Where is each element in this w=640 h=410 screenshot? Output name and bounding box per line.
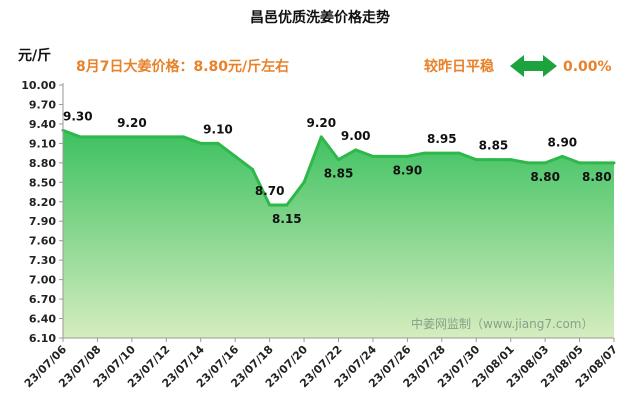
data-point (337, 158, 340, 162)
data-point (457, 151, 461, 155)
data-label: 8.80 (582, 170, 612, 184)
data-point (423, 151, 427, 155)
y-tick-label: 6.40 (29, 313, 56, 326)
data-point (147, 135, 151, 139)
data-point (578, 161, 582, 165)
y-tick-label: 7.00 (29, 274, 56, 287)
y-tick-label: 6.10 (29, 332, 56, 345)
data-label: 8.85 (324, 167, 354, 181)
data-label: 8.15 (272, 212, 302, 226)
data-point (302, 180, 306, 184)
data-point (285, 203, 289, 207)
plot-area: 10.00 9.70 9.40 9.10 8.80 8.50 8.20 7.90 7.60 7.3… (21, 79, 620, 390)
y-tick-label: 7.60 (29, 235, 56, 248)
data-point (371, 154, 375, 158)
data-point (113, 135, 117, 139)
y-tick-label: 8.80 (29, 157, 56, 170)
data-label: 9.00 (341, 129, 371, 143)
data-label: 8.90 (393, 163, 423, 177)
data-point (612, 161, 616, 165)
data-label: 8.80 (530, 170, 560, 184)
data-point (199, 141, 203, 145)
data-label: 9.10 (203, 122, 233, 136)
y-tick-label: 9.40 (29, 118, 56, 131)
data-point (491, 158, 495, 162)
y-tick-label: 9.70 (29, 98, 56, 111)
price-note: 8月7日大姜价格：8.80元/斤左右 (76, 58, 289, 75)
data-point (526, 161, 530, 165)
data-point (95, 135, 99, 139)
data-point (595, 161, 599, 165)
data-label: 9.30 (63, 109, 93, 123)
data-point (250, 167, 254, 171)
compare-label: 较昨日平稳 (424, 58, 494, 75)
area-fill (63, 130, 614, 338)
data-point (130, 135, 134, 139)
data-point (268, 203, 272, 207)
data-point (440, 151, 444, 155)
data-point (405, 154, 409, 158)
data-label: 8.70 (255, 184, 285, 198)
data-point (509, 158, 513, 162)
y-tick-label: 7.90 (29, 215, 56, 228)
data-point (164, 135, 168, 139)
steady-arrow-icon (510, 55, 557, 77)
data-point (182, 135, 186, 139)
data-point (474, 158, 478, 162)
y-axis-unit: 元/斤 (18, 47, 51, 64)
data-point (354, 148, 358, 152)
data-label: 9.20 (117, 116, 147, 130)
data-point (233, 154, 237, 158)
data-label: 8.85 (479, 139, 509, 153)
data-label: 8.95 (427, 132, 457, 146)
y-tick-label: 8.50 (29, 176, 56, 189)
data-label: 9.20 (306, 116, 336, 130)
y-tick-label: 6.70 (29, 293, 56, 306)
y-tick-label: 8.20 (29, 196, 56, 209)
data-point (388, 154, 392, 158)
data-label: 8.90 (548, 135, 578, 149)
data-point (560, 154, 564, 158)
data-point (216, 141, 220, 145)
chart-title: 昌邑优质洗姜价格走势 (250, 9, 390, 26)
data-point (319, 135, 323, 139)
y-tick-label: 9.10 (29, 137, 56, 150)
change-percent: 0.00% (563, 59, 612, 75)
watermark: 中姜网监制（www.jiang7.com） (411, 316, 593, 331)
data-point (78, 135, 82, 139)
data-point (543, 161, 547, 165)
y-tick-label: 10.00 (21, 79, 56, 92)
y-tick-label: 7.30 (29, 254, 56, 267)
